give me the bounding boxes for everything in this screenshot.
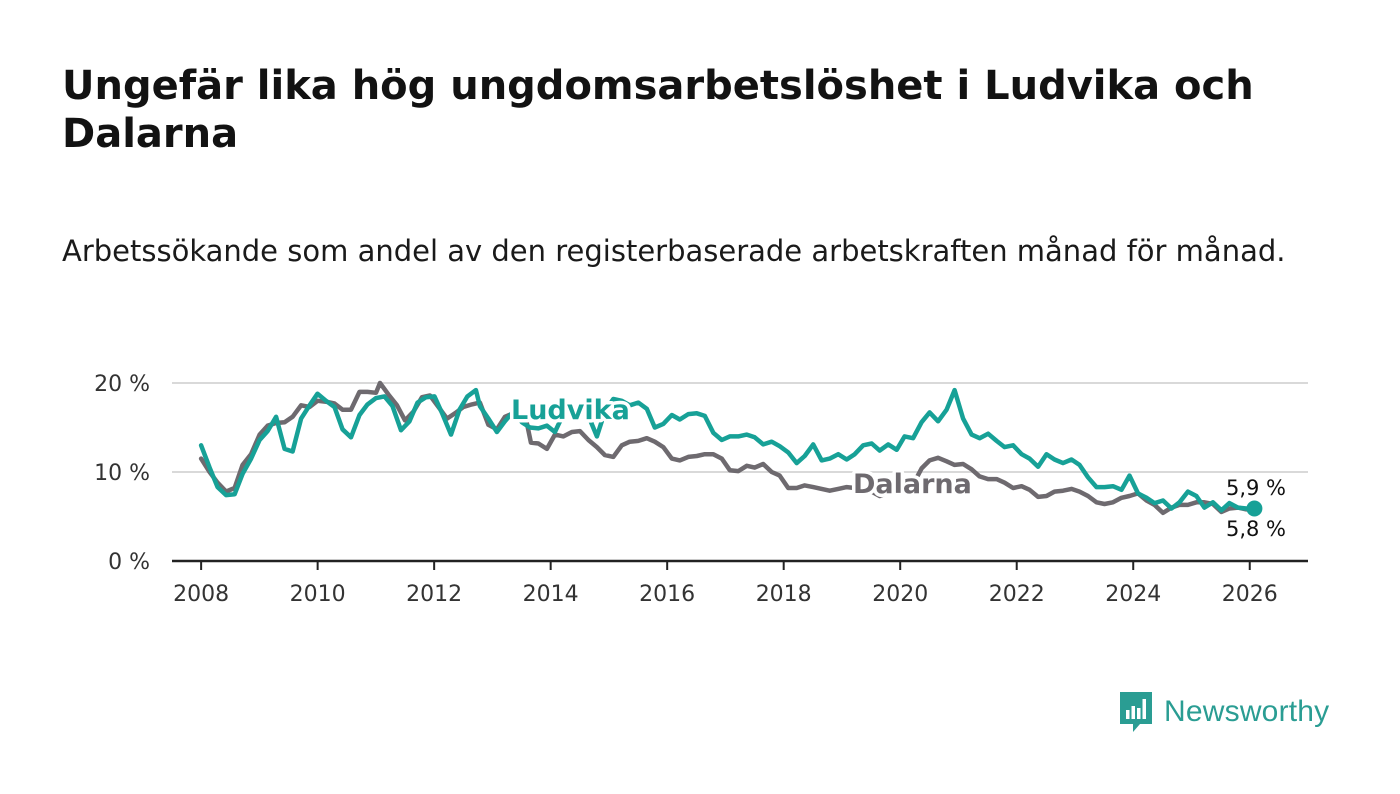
x-tick-label: 2018	[756, 582, 812, 607]
end-value-label-ludvika: 5,9 %	[1226, 476, 1286, 500]
x-tick-label: 2016	[639, 582, 695, 607]
series-label-dalarna: Dalarna	[853, 469, 972, 500]
chart-subtitle: Arbetssökande som andel av den registerb…	[62, 234, 1286, 268]
brand-name: Newsworthy	[1164, 695, 1330, 728]
series-line-ludvika	[198, 387, 1257, 513]
chart-title: Ungefär lika hög ungdomsarbetslöshet i L…	[62, 63, 1254, 157]
x-tick-label: 2020	[872, 582, 928, 607]
y-tick-label: 20 %	[94, 372, 150, 397]
series-lines	[198, 380, 1263, 517]
newsworthy-logo: Newsworthy	[1118, 690, 1329, 734]
x-tick-label: 2024	[1105, 582, 1161, 607]
line-chart: 0 % 10 % 20 % 2008 2010 2012 2014 2016 2018 2020 2…	[94, 372, 1308, 607]
x-tick-label: 2014	[523, 582, 579, 607]
series-label-ludvika: Ludvika	[511, 395, 630, 426]
bar-chart-badge-icon	[1120, 692, 1152, 732]
x-tick-label: 2010	[290, 582, 346, 607]
end-value-label-dalarna: 5,8 %	[1226, 517, 1286, 541]
axes: 0 % 10 % 20 % 2008 2010 2012 2014 2016 2018 2020 2…	[94, 372, 1308, 607]
y-tick-label: 0 %	[108, 550, 150, 575]
x-tick-label: 2022	[989, 582, 1045, 607]
x-tick-label: 2008	[173, 582, 229, 607]
series-line-dalarna	[198, 380, 1257, 516]
series-labels: Ludvika Dalarna 5,9 % 5,8 %	[508, 392, 1289, 544]
end-point-ludvika	[1246, 500, 1263, 517]
x-tick-label: 2012	[406, 582, 462, 607]
y-tick-label: 10 %	[94, 461, 150, 486]
x-tick-label: 2026	[1222, 582, 1278, 607]
